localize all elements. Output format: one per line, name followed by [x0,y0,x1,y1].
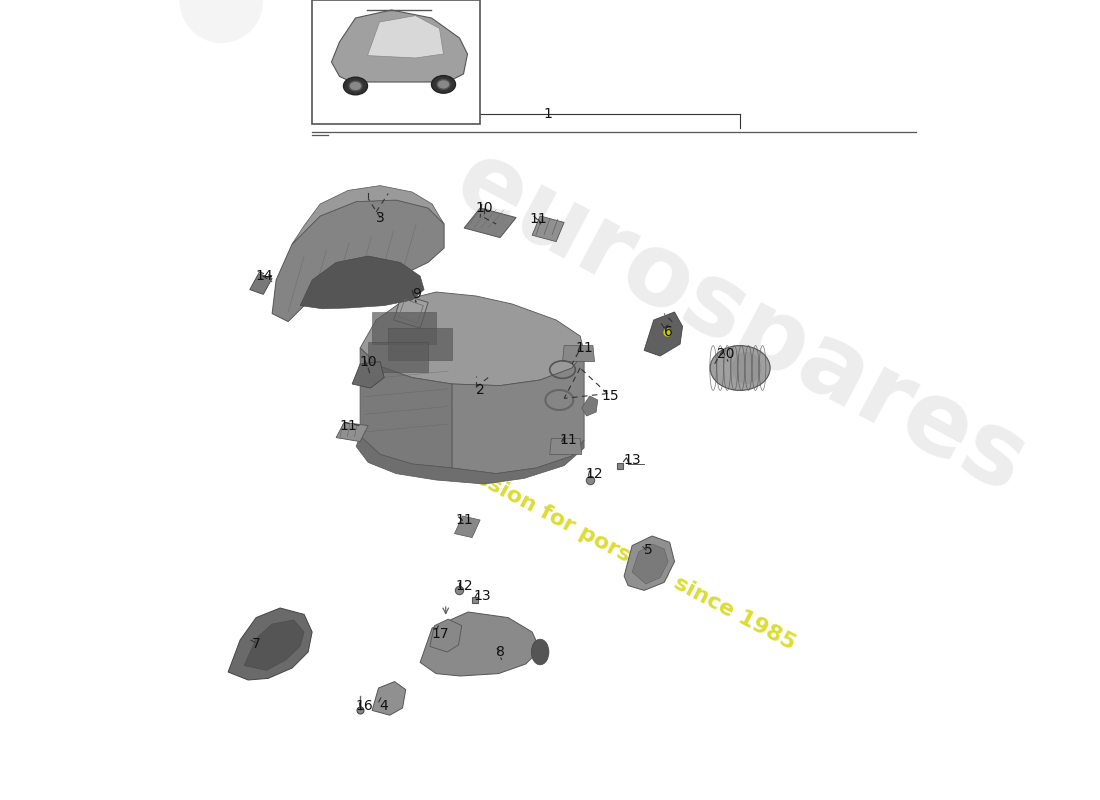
Polygon shape [250,274,272,294]
Polygon shape [244,620,304,670]
Ellipse shape [343,77,367,94]
Polygon shape [394,294,428,328]
Polygon shape [452,352,584,474]
Polygon shape [550,438,582,454]
Polygon shape [562,346,594,362]
Polygon shape [372,682,406,715]
Ellipse shape [349,82,362,90]
Text: 12: 12 [585,466,603,481]
Polygon shape [372,312,436,344]
Polygon shape [582,396,597,416]
Text: 4: 4 [379,698,388,713]
Text: 13: 13 [624,453,641,467]
Text: 11: 11 [530,212,548,226]
Polygon shape [360,292,584,386]
Text: 15: 15 [602,389,619,403]
Polygon shape [532,216,564,242]
Text: 14: 14 [255,269,273,283]
Polygon shape [367,15,443,58]
Ellipse shape [437,79,450,89]
Polygon shape [624,536,674,590]
Text: 9: 9 [411,287,420,302]
Polygon shape [331,10,468,82]
Text: 10: 10 [360,354,377,369]
Ellipse shape [531,639,549,665]
Text: 16: 16 [355,698,373,713]
Polygon shape [337,422,368,442]
Ellipse shape [431,75,455,93]
Ellipse shape [711,346,770,390]
Ellipse shape [732,352,761,384]
Text: 3: 3 [376,210,385,225]
Text: 17: 17 [431,626,449,641]
Text: 13: 13 [474,589,492,603]
Text: 11: 11 [339,418,358,433]
Text: 7: 7 [252,637,261,651]
Polygon shape [454,516,480,538]
Polygon shape [300,256,425,309]
Text: 12: 12 [455,578,473,593]
Text: 11: 11 [455,513,473,527]
Polygon shape [368,342,428,372]
Polygon shape [464,208,516,238]
Polygon shape [352,362,384,388]
Text: 2: 2 [476,383,484,398]
Bar [312,0,480,124]
Polygon shape [632,544,668,584]
Text: 6: 6 [663,325,672,339]
Text: 20: 20 [717,346,735,361]
Text: a passion for porsche since 1985: a passion for porsche since 1985 [426,442,799,654]
Text: 8: 8 [496,645,505,659]
Polygon shape [356,436,584,484]
Polygon shape [293,186,444,244]
Polygon shape [388,328,452,360]
Text: 1: 1 [543,106,552,121]
Polygon shape [430,619,462,652]
Text: 5: 5 [644,543,652,558]
Text: 11: 11 [575,341,593,355]
Polygon shape [228,608,312,680]
Text: 11: 11 [559,433,578,447]
Polygon shape [272,200,444,322]
Text: eurospares: eurospares [438,133,1042,515]
Polygon shape [360,348,452,468]
Polygon shape [645,312,682,356]
Polygon shape [420,612,540,676]
Text: 10: 10 [475,201,493,215]
